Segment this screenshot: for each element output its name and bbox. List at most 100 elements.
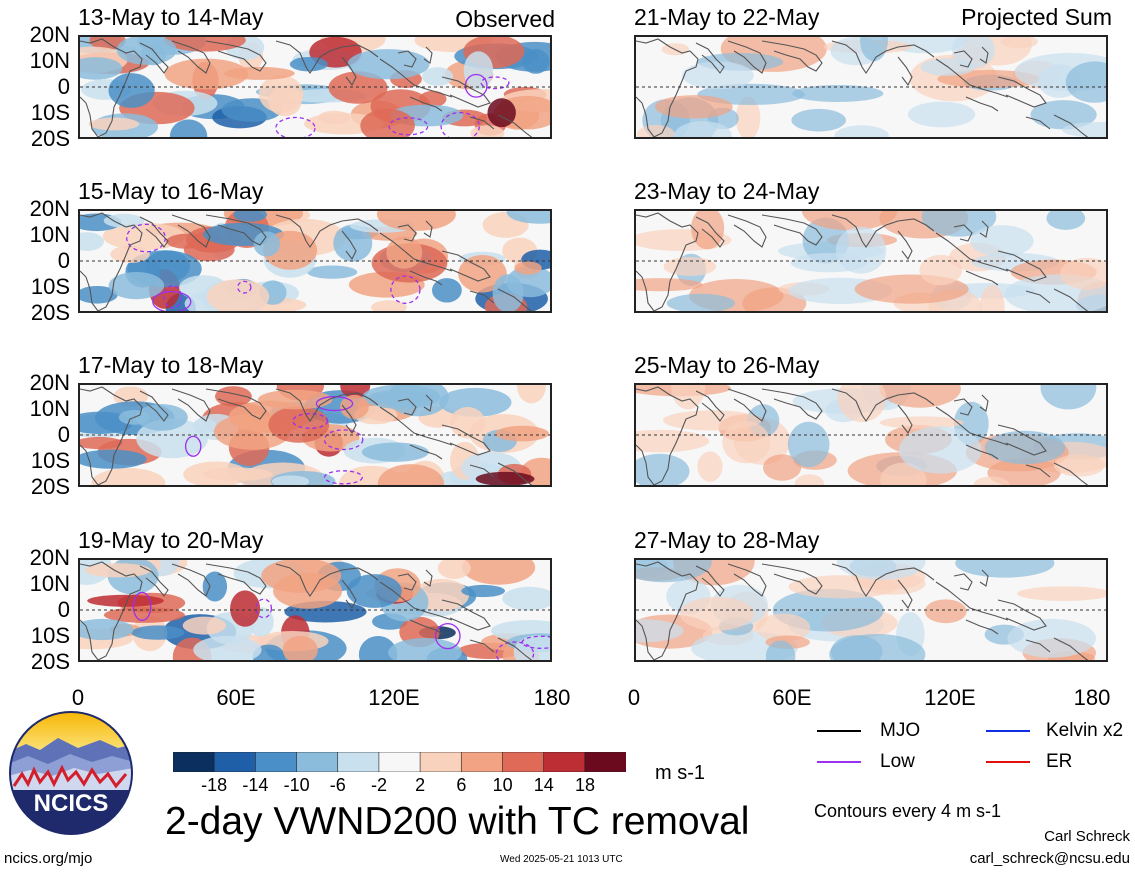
lat-label: 0 (57, 597, 70, 622)
coastline (379, 232, 453, 272)
coastline (341, 404, 357, 435)
positive-anomaly-region (722, 421, 771, 464)
colorbar-tick-label: 18 (574, 775, 596, 795)
positive-anomaly-region (937, 69, 1041, 89)
coastline (935, 232, 1009, 272)
coastline (1053, 288, 1089, 311)
negative-anomaly-region (80, 286, 118, 304)
coastline (997, 250, 1047, 282)
coastline (965, 270, 999, 286)
colorbar-tick-label: 14 (533, 775, 554, 795)
lat-label: 10N (29, 48, 70, 73)
coastline (897, 404, 913, 435)
positive-anomaly-region (80, 436, 123, 450)
projected-sum-label: Projected Sum (961, 4, 1112, 30)
footer-email: carl_schreck@ncsu.edu (969, 850, 1130, 867)
coastline (997, 76, 1047, 108)
negative-anomaly-region (388, 638, 462, 660)
positive-anomaly-region (663, 410, 762, 431)
colorbar-tick-label: 10 (492, 775, 513, 795)
positive-anomaly-region (987, 458, 1061, 485)
negative-anomaly-region (907, 101, 976, 128)
lat-label: 20N (29, 196, 70, 221)
negative-anomaly-region (787, 421, 830, 468)
positive-anomaly-region (763, 454, 802, 481)
low-contour (275, 116, 316, 137)
positive-anomaly-region (514, 261, 542, 275)
colorbar-tick-label: -14 (242, 775, 269, 795)
negative-anomaly-region (502, 586, 550, 611)
lat-label: 20S (30, 126, 70, 151)
negative-anomaly-region (439, 387, 512, 417)
coastline (965, 444, 999, 460)
coastline (953, 224, 973, 242)
legend-line-mjo (817, 730, 861, 732)
negative-anomaly-region (790, 253, 868, 273)
lat-label: 20N (29, 545, 70, 570)
positive-anomaly-region (516, 385, 546, 404)
positive-anomaly-region (202, 467, 273, 481)
positive-anomaly-region (1059, 257, 1106, 290)
figure-title: 2-day VWND200 with TC removal (165, 800, 750, 843)
coastline (761, 563, 823, 595)
colorbar-tick-label: -10 (283, 775, 310, 795)
positive-anomaly-region (755, 613, 811, 643)
positive-anomaly-region (360, 108, 415, 137)
positive-anomaly-region (973, 476, 1010, 485)
lat-label: 20S (30, 300, 70, 325)
negative-anomaly-region (1030, 100, 1097, 130)
negative-anomaly-region (492, 274, 524, 311)
panel-title: 15-May to 16-May (78, 178, 264, 204)
coastline (965, 96, 999, 112)
negative-anomaly-region (80, 618, 134, 641)
low-contour (390, 275, 421, 304)
coastline (1053, 114, 1089, 137)
negative-anomaly-region (333, 224, 373, 262)
negative-anomaly-region (202, 571, 228, 602)
lon-label: 0 (71, 685, 85, 710)
positive-anomaly-region (257, 389, 333, 410)
coastline (727, 388, 767, 422)
positive-anomaly-region (879, 416, 964, 429)
logo-text: NCICS (34, 790, 109, 817)
coastline (935, 581, 1009, 621)
negative-anomaly-region (271, 475, 310, 485)
negative-anomaly-region (792, 85, 884, 102)
coastline (1053, 462, 1089, 485)
low-contour (323, 429, 364, 451)
negative-anomaly-region (674, 121, 732, 137)
coastline (441, 599, 491, 631)
colorbar-tick-label: 2 (415, 775, 426, 795)
coastline (423, 220, 433, 238)
lat-label: 20S (30, 474, 70, 499)
negative-anomaly-region (836, 560, 926, 580)
coastline (636, 561, 699, 660)
positive-anomaly-region (163, 37, 246, 52)
negative-anomaly-region (951, 37, 995, 69)
coastline (497, 288, 533, 311)
positive-anomaly-region (340, 394, 369, 420)
negative-anomaly-region (108, 73, 155, 108)
negative-anomaly-region (970, 225, 1034, 257)
coastline (761, 40, 823, 72)
lon-label: 60E (772, 685, 812, 710)
coastline (979, 220, 989, 238)
coastline (831, 214, 935, 248)
coastline (379, 581, 453, 621)
ncics-logo: NCICS (8, 710, 134, 836)
coastline (139, 42, 169, 74)
coastline (275, 40, 379, 74)
negative-anomaly-region (131, 625, 185, 640)
coastline (997, 424, 1047, 456)
coastline (997, 599, 1047, 631)
colorbar-swatch (337, 751, 380, 773)
positive-anomaly-region (637, 124, 675, 137)
negative-anomaly-region (765, 640, 796, 660)
panel-title: 21-May to 22-May (634, 4, 820, 30)
positive-anomaly-region (1017, 586, 1106, 601)
positive-anomaly-region (224, 66, 295, 80)
coastline (423, 569, 433, 587)
coastline (953, 573, 973, 591)
coastline (341, 56, 357, 87)
legend-line-er (986, 761, 1030, 763)
